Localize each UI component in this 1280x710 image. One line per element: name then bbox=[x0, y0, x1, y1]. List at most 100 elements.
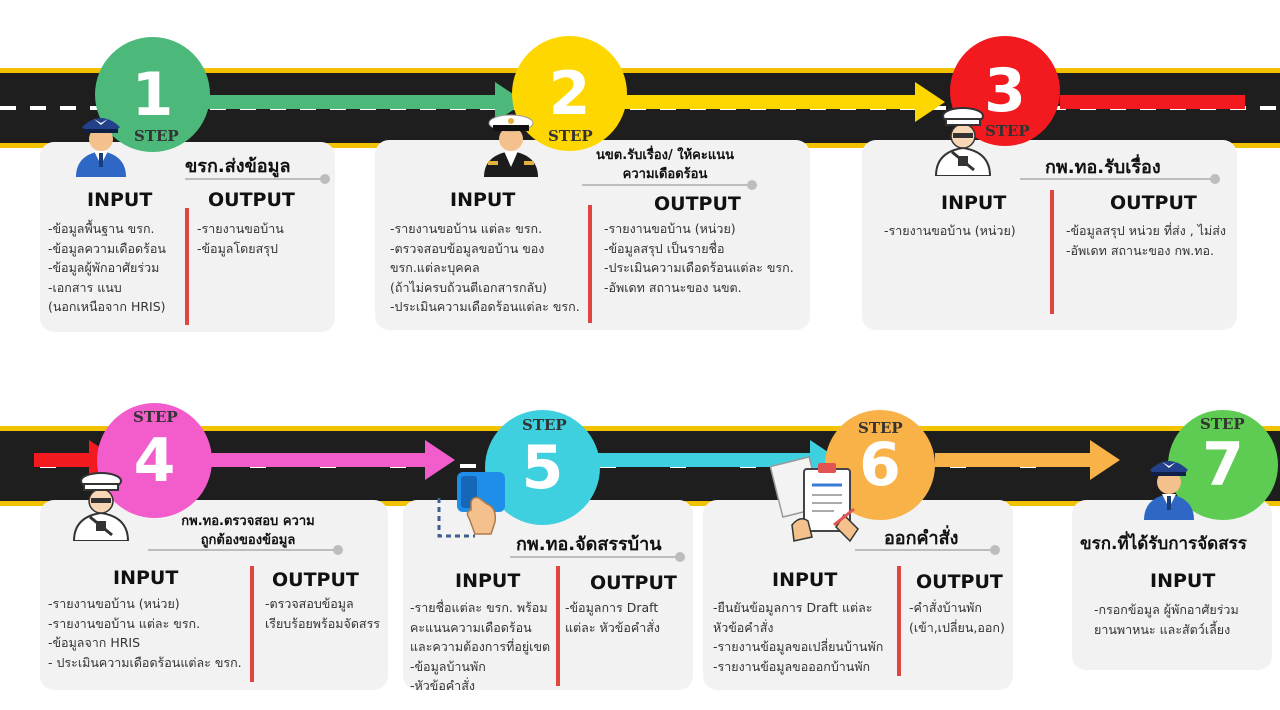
step3-input-list: -รายงานขอบ้าน (หน่วย) bbox=[884, 221, 1016, 241]
step3-output-header: OUTPUT bbox=[1110, 192, 1197, 214]
list-item: -ประเมินความเดือดร้อนแต่ละ ขรก. bbox=[604, 260, 794, 275]
list-item: -รายงานขอบ้าน แต่ละ ขรก. bbox=[48, 615, 201, 631]
step1-label: STEP bbox=[134, 127, 179, 145]
step2-title: นขต.รับเรื่อง/ ให้คะแนนความเดือดร้อน bbox=[596, 148, 734, 182]
step5-label: STEP bbox=[522, 416, 567, 434]
step6-title-line bbox=[855, 545, 1000, 555]
step4-circle: 4 bbox=[97, 403, 212, 518]
list-item: -หัวข้อคำสั่ง bbox=[410, 678, 475, 693]
step5-divider bbox=[556, 566, 560, 686]
step6-input-header: INPUT bbox=[772, 569, 838, 591]
list-item: -รายงานขอบ้าน (หน่วย) bbox=[884, 223, 1016, 238]
list-item: -เอกสาร แนบ bbox=[48, 279, 122, 295]
list-item: -กรอกข้อมูล ผู้พักอาศัยร่วม bbox=[1094, 602, 1239, 617]
step3-output-list: -ข้อมูลสรุป หน่วย ที่ส่ง , ไม่ส่ง -อัพเด… bbox=[1066, 221, 1226, 260]
list-item: (ถ้าไม่ครบถ้วนตีเอกสารกลับ) bbox=[390, 279, 548, 295]
army-officer-avatar bbox=[934, 107, 992, 176]
list-item: -ข้อมูลผู้พักอาศัยร่วม bbox=[48, 260, 160, 275]
step1-output-list: -รายงานขอบ้าน -ข้อมูลโดยสรุป bbox=[197, 219, 284, 258]
list-item: -ประเมินความเดือดร้อนแต่ละ ขรก. bbox=[390, 299, 580, 314]
list-item: ยานพาหนะ และสัตว์เลี้ยง bbox=[1094, 621, 1231, 637]
document-signing-icon bbox=[770, 456, 859, 543]
step3-card bbox=[862, 140, 1237, 330]
list-item: -คำสั่งบ้านพัก bbox=[909, 600, 982, 615]
step4-input-list: -รายงานขอบ้าน (หน่วย) -รายงานขอบ้าน แต่ล… bbox=[48, 594, 242, 672]
list-item: -ข้อมูลสรุป หน่วย ที่ส่ง , ไม่ส่ง bbox=[1066, 223, 1226, 238]
step2-number: 2 bbox=[548, 58, 591, 129]
list-item: -อัพเดท สถานะของ นขต. bbox=[604, 279, 742, 295]
step6-label: STEP bbox=[858, 419, 903, 437]
step6-input-list: -ยืนยันข้อมูลการ Draft แต่ละ หัวข้อคำสั่… bbox=[713, 598, 883, 676]
list-item: -ข้อมูลความเดือดร้อน bbox=[48, 240, 166, 256]
step2-title-line bbox=[582, 180, 757, 190]
step1-divider bbox=[185, 208, 189, 325]
arrow-step6-to-7 bbox=[935, 440, 1120, 480]
step4-output-list: -ตรวจสอบข้อมูล เรียบร้อยพร้อมจัดสรร bbox=[265, 594, 380, 633]
step4-label: STEP bbox=[133, 408, 178, 426]
step4-title-line bbox=[148, 545, 343, 555]
step2-input-header: INPUT bbox=[450, 189, 516, 211]
step5-card bbox=[403, 500, 693, 690]
list-item: -ตรวจสอบข้อมูล bbox=[265, 596, 354, 611]
step1-title: ขรก.ส่งข้อมูล bbox=[185, 156, 291, 177]
list-item: -ข้อมูลบ้านพัก bbox=[410, 658, 486, 674]
step5-title-line bbox=[510, 552, 685, 562]
step5-number: 5 bbox=[521, 432, 564, 503]
step7-title: ขรก.ที่ได้รับการจัดสรร bbox=[1080, 534, 1247, 554]
arrow-step2-to-3 bbox=[625, 82, 945, 122]
step4-title: กพ.ทอ.ตรวจสอบ ความถูกต้องของข้อมูล bbox=[181, 514, 315, 548]
list-item: (นอกเหนือจาก HRIS) bbox=[48, 299, 166, 314]
step2-output-list: -รายงานขอบ้าน (หน่วย) -ข้อมูลสรุป เป็นรา… bbox=[604, 219, 794, 297]
step7-card bbox=[1072, 500, 1272, 670]
arrow-step4-to-5 bbox=[205, 440, 455, 480]
step3-title: กพ.ทอ.รับเรื่อง bbox=[1045, 157, 1161, 178]
list-item: และความต้องการที่อยู่เขต bbox=[410, 639, 551, 654]
list-item: -รายชื่อแต่ละ ขรก. พร้อม bbox=[410, 600, 548, 615]
pilot-officer-avatar bbox=[76, 118, 126, 177]
step4-divider bbox=[250, 566, 254, 682]
step2-label: STEP bbox=[548, 127, 593, 145]
touch-hand-icon bbox=[437, 472, 505, 538]
list-item: -รายงานขอบ้าน (หน่วย) bbox=[604, 221, 736, 236]
step6-number: 6 bbox=[859, 430, 901, 500]
list-item: -ข้อมูลการ Draft bbox=[565, 600, 659, 615]
step6-title: ออกคำสั่ง bbox=[884, 528, 959, 549]
list-item: -ข้อมูลโดยสรุป bbox=[197, 240, 278, 256]
arrow-step1-to-2 bbox=[205, 82, 525, 122]
step1-number: 1 bbox=[131, 59, 174, 130]
step4-output-header: OUTPUT bbox=[272, 569, 359, 591]
list-item: คะแนนความเดือดร้อน bbox=[410, 619, 532, 635]
list-item: -รายงานขอบ้าน bbox=[197, 221, 284, 236]
list-item: - ประเมินความเดือดร้อนแต่ละ ขรก. bbox=[48, 654, 242, 670]
step5-input-list: -รายชื่อแต่ละ ขรก. พร้อม คะแนนความเดือดร… bbox=[410, 598, 550, 696]
army-officer-avatar bbox=[72, 472, 130, 541]
list-item: -รายงานขอบ้าน แต่ละ ขรก. bbox=[390, 221, 543, 236]
step6-card bbox=[703, 500, 1013, 690]
list-item: เรียบร้อยพร้อมจัดสรร bbox=[265, 615, 380, 631]
step5-output-list: -ข้อมูลการ Draft แต่ละ หัวข้อคำสั่ง bbox=[565, 598, 660, 637]
step3-number: 3 bbox=[984, 56, 1026, 126]
list-item: ขรก.แต่ละบุคคล bbox=[390, 260, 480, 275]
step7-input-list: -กรอกข้อมูล ผู้พักอาศัยร่วม ยานพาหนะ และ… bbox=[1094, 600, 1239, 639]
list-item: -ข้อมูลพื้นฐาน ขรก. bbox=[48, 221, 155, 236]
step1-input-list: -ข้อมูลพื้นฐาน ขรก. -ข้อมูลความเดือดร้อน… bbox=[48, 219, 166, 317]
list-item: หัวข้อคำสั่ง bbox=[713, 619, 774, 635]
step3-label: STEP bbox=[985, 122, 1030, 140]
step3-divider bbox=[1050, 190, 1054, 314]
step6-divider bbox=[897, 566, 901, 676]
step6-output-list: -คำสั่งบ้านพัก (เข้า,เปลี่ยน,ออก) bbox=[909, 598, 1005, 637]
step2-card bbox=[375, 140, 810, 330]
step2-circle: 2 bbox=[512, 36, 627, 151]
step2-output-header: OUTPUT bbox=[654, 193, 741, 215]
list-item: -ข้อมูลสรุป เป็นรายชื่อ bbox=[604, 240, 725, 256]
list-item: (เข้า,เปลี่ยน,ออก) bbox=[909, 619, 1005, 635]
step5-output-header: OUTPUT bbox=[590, 572, 677, 594]
list-item: -อัพเดท สถานะของ กพ.ทอ. bbox=[1066, 242, 1214, 258]
navy-officer-avatar bbox=[484, 114, 538, 177]
step4-input-header: INPUT bbox=[113, 567, 179, 589]
list-item: -ข้อมูลจาก HRIS bbox=[48, 635, 141, 650]
list-item: -รายงานข้อมูลขอออกบ้านพัก bbox=[713, 658, 871, 674]
list-item: -ยืนยันข้อมูลการ Draft แต่ละ bbox=[713, 600, 873, 615]
step1-output-header: OUTPUT bbox=[208, 189, 295, 211]
step7-input-header: INPUT bbox=[1150, 570, 1216, 592]
